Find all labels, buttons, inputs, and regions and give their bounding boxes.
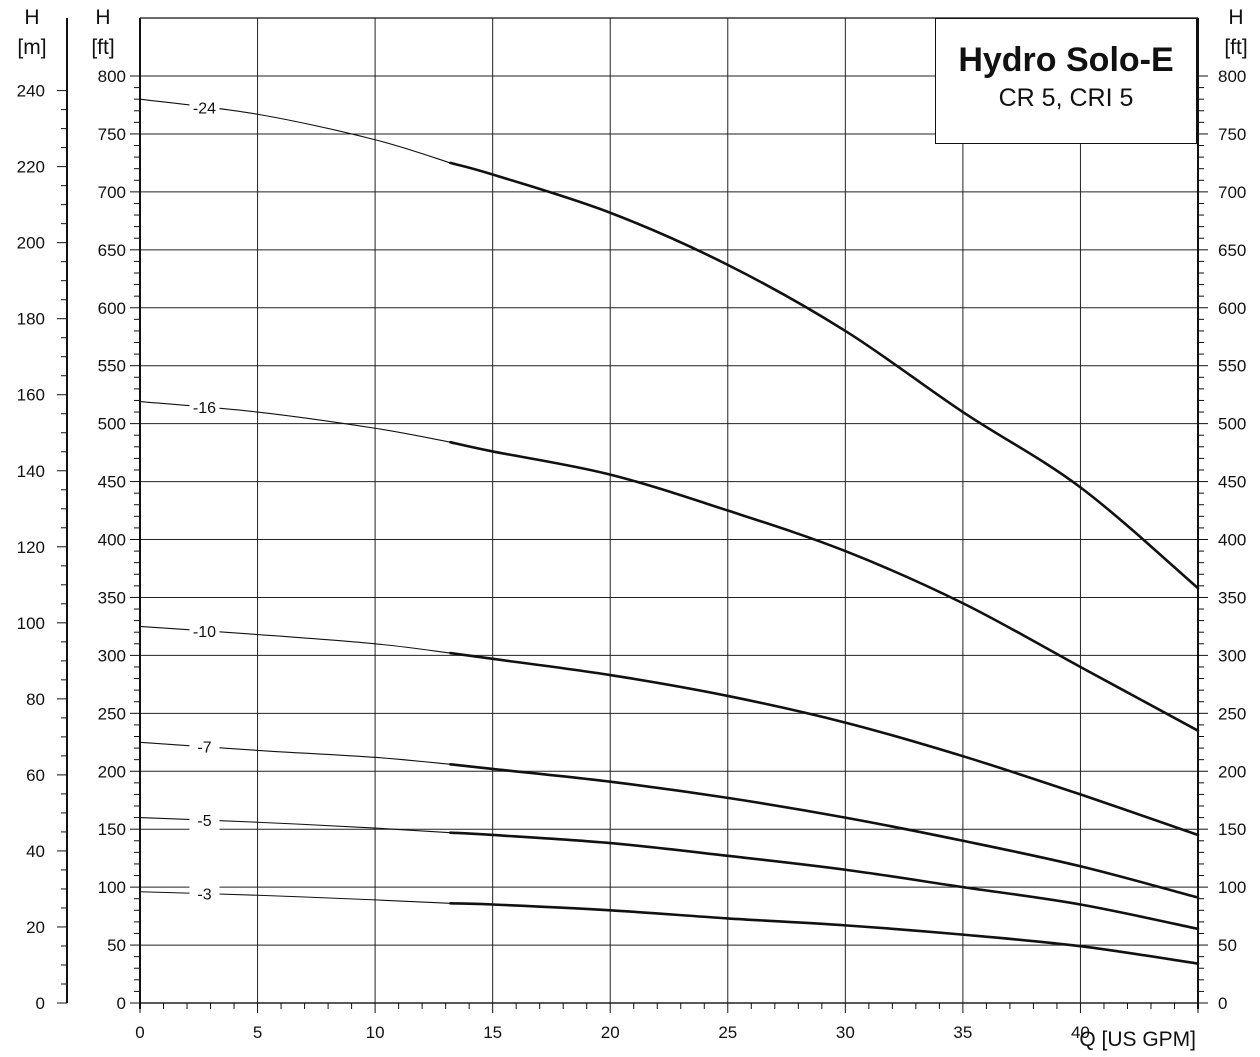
chart-curves [139,98,1200,965]
y-axis-ft-title: H [95,6,110,29]
x-tick-label: 15 [483,1023,502,1042]
x-tick-label: 20 [601,1023,620,1042]
x-tick-label: 35 [953,1023,972,1042]
left-ft-tick-label: 650 [98,241,126,260]
curve-label-bg [189,737,220,757]
left-m-tick-label: 120 [17,538,45,557]
left-m-tick-label: 180 [17,310,45,329]
left-ft-tick-label: 450 [98,473,126,492]
left-m-tick-label: 200 [17,234,45,253]
chart-labels: H [m] H [ft] H [ft] Q [US GPM] -24 -16 -10 -7 -5 -3 [17,6,1247,1051]
left-ft-tick-label: 0 [117,994,126,1013]
curve-bold-n3 [449,902,1200,965]
curve-label: -3 [197,887,211,904]
left-m-tick-label: 160 [17,386,45,405]
chart-title-box: Hydro Solo-E CR 5, CRI 5 [935,18,1197,144]
right-ft-tick-label: 700 [1218,183,1246,202]
right-ft-tick-label: 350 [1218,588,1246,607]
curve-bold-n24 [449,161,1200,590]
curve-thin-n16 [139,401,451,443]
left-m-tick-label: 80 [26,690,45,709]
y-axis-ft-unit: [ft] [91,36,114,59]
right-ft-tick-label: 400 [1218,531,1246,550]
left-m-tick-label: 240 [17,82,45,101]
left-ft-tick-label: 100 [98,878,126,897]
curve-bold-n7 [449,763,1200,899]
right-ft-tick-label: 150 [1218,820,1246,839]
chart-grid [139,18,1199,1004]
x-tick-label: 10 [366,1023,385,1042]
left-ft-tick-label: 150 [98,820,126,839]
curve-thin-n5 [139,817,451,834]
chart-title: Hydro Solo-E [958,41,1174,79]
curve-bold-n10 [449,651,1200,837]
left-ft-tick-label: 550 [98,357,126,376]
left-m-tick-label: 0 [36,994,45,1013]
left-m-tick-label: 40 [26,842,45,861]
curve-thin-n3 [139,891,451,904]
y-axis-right-ft-unit: [ft] [1224,36,1247,59]
left-m-tick-label: 100 [17,614,45,633]
left-ft-tick-label: 600 [98,299,126,318]
x-tick-label: 40 [1071,1023,1090,1042]
y-axis-m-title: H [24,6,39,29]
curve-thin-n10 [139,625,451,654]
right-ft-tick-label: 800 [1218,67,1246,86]
left-ft-tick-label: 500 [98,415,126,434]
curve-label: -24 [193,100,216,117]
right-ft-tick-label: 600 [1218,299,1246,318]
left-ft-tick-label: 750 [98,125,126,144]
right-ft-tick-label: 650 [1218,241,1246,260]
left-ft-tick-label: 400 [98,531,126,550]
right-ft-tick-label: 450 [1218,473,1246,492]
right-ft-tick-label: 200 [1218,762,1246,781]
left-ft-tick-label: 50 [107,936,126,955]
curve-label: -5 [197,813,211,830]
curve-label: -7 [197,740,211,757]
right-ft-tick-label: 750 [1218,125,1246,144]
curve-label: -10 [193,624,216,641]
left-m-tick-label: 220 [17,158,45,177]
curve-label-bg [189,98,220,118]
left-ft-tick-label: 200 [98,762,126,781]
curve-label-bg [189,811,220,831]
right-ft-tick-label: 100 [1218,878,1246,897]
right-ft-tick-label: 300 [1218,646,1246,665]
curve-label-bg [189,621,220,641]
curve-label: -16 [193,400,216,417]
right-ft-tick-label: 250 [1218,704,1246,723]
left-m-tick-label: 60 [26,766,45,785]
right-ft-tick-label: 0 [1218,994,1227,1013]
x-tick-label: 25 [718,1023,737,1042]
x-tick-label: 30 [836,1023,855,1042]
right-ft-tick-label: 500 [1218,415,1246,434]
left-ft-tick-label: 350 [98,588,126,607]
chart-subtitle: CR 5, CRI 5 [998,84,1134,112]
curve-bold-n16 [449,440,1200,732]
y-axis-right-ft-title: H [1228,6,1243,29]
curve-bold-n5 [449,831,1200,931]
left-m-tick-label: 20 [26,918,45,937]
curve-label-bg [189,398,220,418]
right-ft-tick-label: 550 [1218,357,1246,376]
left-ft-tick-label: 700 [98,183,126,202]
left-ft-tick-label: 800 [98,67,126,86]
chart-axes [66,17,1199,1009]
y-axis-m-unit: [m] [17,36,46,59]
right-ft-tick-label: 50 [1218,936,1237,955]
curve-thin-n24 [139,98,451,164]
x-tick-label: 5 [253,1023,262,1042]
left-m-tick-label: 140 [17,462,45,481]
left-ft-tick-label: 300 [98,646,126,665]
curve-thin-n7 [139,741,451,765]
curve-label-bg [189,884,220,904]
left-ft-tick-label: 250 [98,704,126,723]
x-axis-title: Q [US GPM] [1079,1028,1196,1051]
x-tick-label: 0 [135,1023,144,1042]
